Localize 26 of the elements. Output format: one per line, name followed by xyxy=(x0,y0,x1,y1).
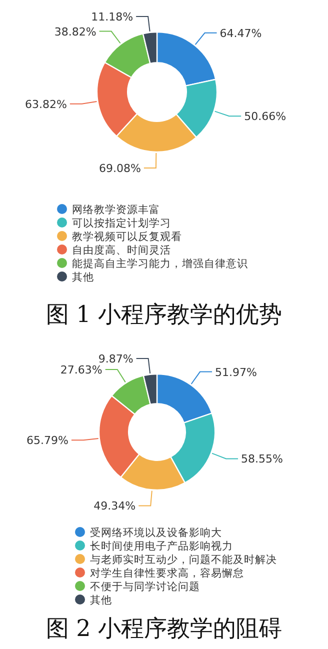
data-label: 64.47% xyxy=(220,26,262,40)
legend-label: 不便于与同学讨论问题 xyxy=(90,580,200,593)
legend-label: 网络教学资源丰富 xyxy=(72,203,160,216)
data-label: 49.34% xyxy=(94,500,136,513)
legend-label: 与老师实时互动少，问题不能及时解决 xyxy=(90,553,277,566)
legend-label: 可以按指定计划学习 xyxy=(72,216,171,230)
legend-label: 教学视频可以反复观看 xyxy=(72,230,182,243)
data-label: 11.18% xyxy=(91,10,134,24)
data-label: 63.82% xyxy=(24,98,67,111)
legend-label: 受网络环境以及设备影响大 xyxy=(90,526,222,539)
data-label: 58.55% xyxy=(241,452,283,466)
data-label: 65.79% xyxy=(26,434,68,448)
data-label: 27.63% xyxy=(60,364,102,377)
data-label: 50.66% xyxy=(244,110,286,124)
legend-label: 自由度高、时间灵活 xyxy=(72,244,171,256)
data-label: 51.97% xyxy=(215,366,257,379)
data-label: 38.82% xyxy=(54,25,96,38)
legend-label: 对学生自律性要求高，容易懈怠 xyxy=(90,566,244,580)
legend-label: 能提高自主学习能力，增强自律意识 xyxy=(72,257,248,270)
legend-label: 其他 xyxy=(72,270,94,284)
legend-label: 长时间使用电子产品影响视力 xyxy=(90,540,233,552)
data-label: 9.87% xyxy=(98,352,134,366)
legend-label: 其他 xyxy=(90,594,112,606)
text: 图 2 小程序教学的阻碍 xyxy=(46,616,282,642)
text: 图 1 小程序教学的优势 xyxy=(46,302,282,328)
data-label: 69.08% xyxy=(98,162,141,175)
